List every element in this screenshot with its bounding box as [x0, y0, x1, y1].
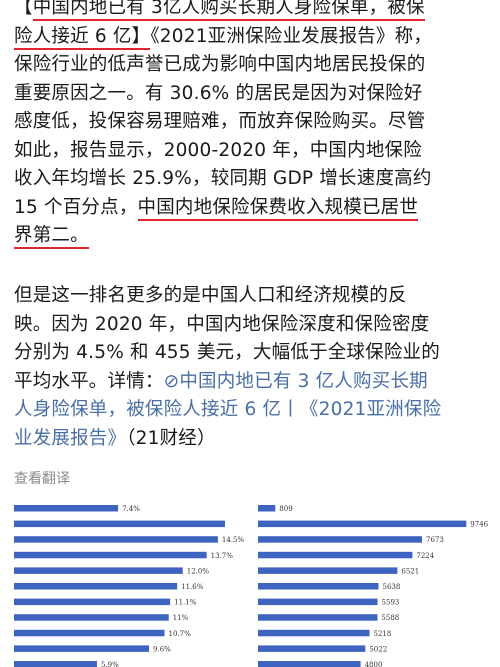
chart-bar — [14, 536, 218, 543]
text-line: 15 个百分点， — [14, 196, 138, 218]
source-label: （21财经） — [126, 427, 216, 449]
chart-bar — [258, 614, 378, 621]
text-line: 重要原因之一。有 30.6% 的居民是因为对保险好 — [14, 82, 423, 104]
article-link[interactable]: 业发展报告》 — [14, 427, 127, 449]
text-line: 映。因为 2020 年，中国内地保险深度和保险密度 — [14, 313, 430, 335]
chart-bar — [14, 583, 178, 590]
data-label: 11.1% — [174, 599, 197, 607]
headline-highlight-end: 险人接近 6 亿】 — [14, 25, 151, 50]
data-label: 10.7% — [168, 630, 191, 638]
text-line: 但是这一排名更多的是中国人口和经济规模的反 — [14, 285, 407, 306]
chart-bar — [258, 583, 379, 590]
chart-bar — [258, 551, 413, 559]
headline-bracket: 【 — [14, 0, 33, 18]
chart-bar — [14, 598, 171, 606]
chart-bar — [258, 629, 370, 637]
data-label: 11% — [173, 614, 189, 622]
data-label: 6521 — [401, 567, 419, 575]
data-label: 13.7% — [211, 552, 234, 560]
chart-bar — [258, 567, 398, 574]
text-line: 感度低，投保容易理赔难，而放弃保险购买。尽管 — [14, 111, 426, 132]
chart-bar — [258, 645, 366, 652]
data-label: 4800 — [365, 661, 383, 667]
chart-bar — [258, 661, 361, 667]
data-label: 7673 — [426, 536, 444, 544]
ranking-highlight: 中国内地保险保费收入规模已居世 — [137, 196, 419, 221]
text-line: 收入年均增长 25.9%，较同期 GDP 增长速度高约 — [14, 168, 432, 189]
data-label: 7.4% — [122, 505, 140, 513]
chart-bar — [14, 505, 119, 512]
chart-bar — [14, 551, 207, 559]
chart-bar — [258, 520, 467, 528]
paragraph-1: 【中国内地已有 3亿人购买长期人身险保单，被保 险人接近 6 亿】《2021亚洲… — [14, 0, 490, 251]
chart-bar — [258, 536, 422, 543]
left-chart: 7.4% 14.5% 13.7% 12.0% 11.6% 11.1% 11% 10.7% 9.6… — [14, 498, 246, 667]
data-label: 5022 — [369, 645, 387, 653]
chart-bar — [258, 598, 378, 606]
right-chart: 809 9746 7673 7224 6521 5638 5593 5588 5218 5022 4… — [258, 498, 490, 667]
data-label: 5.9% — [101, 661, 119, 667]
paragraph-2: 但是这一排名更多的是中国人口和经济规模的反 映。因为 2020 年，中国内地保险… — [14, 282, 490, 453]
text-line: 分别为 4.5% 和 455 美元，大幅低于全球保险业的 — [14, 342, 440, 363]
chart-bar — [14, 629, 165, 637]
chart-bar — [14, 520, 225, 528]
data-label: 809 — [279, 505, 292, 513]
text-line: 平均水平。详情： — [14, 370, 164, 392]
headline-highlight: 中国内地已有 3亿人购买长期人身险保单，被保 — [32, 0, 425, 21]
data-label: 14.5% — [222, 536, 245, 544]
chart-bar — [258, 505, 276, 512]
data-label: 9.6% — [153, 645, 171, 653]
translate-button[interactable]: 查看翻译 — [14, 471, 70, 487]
report-title-text: 《2021亚洲保险业发展报告》称， — [150, 25, 433, 47]
data-label: 5593 — [382, 599, 400, 607]
data-label: 5218 — [374, 630, 392, 638]
article-link[interactable]: 中国内地已有 3 亿人购买长期 — [179, 370, 428, 392]
data-label: 12.0% — [187, 567, 210, 575]
ranking-highlight-end: 界第二。 — [14, 225, 89, 249]
text-line: 如此，报告显示，2000-2020 年，中国内地保险 — [14, 139, 422, 161]
link-icon[interactable]: ⊘ — [163, 370, 180, 392]
chart-bar — [14, 661, 97, 667]
chart-bar — [14, 567, 183, 574]
article-link[interactable]: 人身险保单，被保险人接近 6 亿丨《2021亚洲保险 — [14, 399, 442, 420]
data-label: 11.6% — [181, 583, 204, 591]
text-line: 保险行业的低声誉已成为影响中国内地居民投保的 — [14, 54, 426, 75]
data-label: 5588 — [381, 614, 399, 622]
chart-bar — [14, 645, 150, 652]
chart-bar — [14, 614, 169, 621]
data-label: 9746 — [470, 521, 488, 529]
left-chart-svg: 7.4% 14.5% 13.7%12.0% 11.6% 11.1% 11% 10.7% 9.6… — [14, 505, 245, 667]
data-label: 7224 — [416, 552, 434, 560]
data-label: 5638 — [382, 583, 400, 591]
